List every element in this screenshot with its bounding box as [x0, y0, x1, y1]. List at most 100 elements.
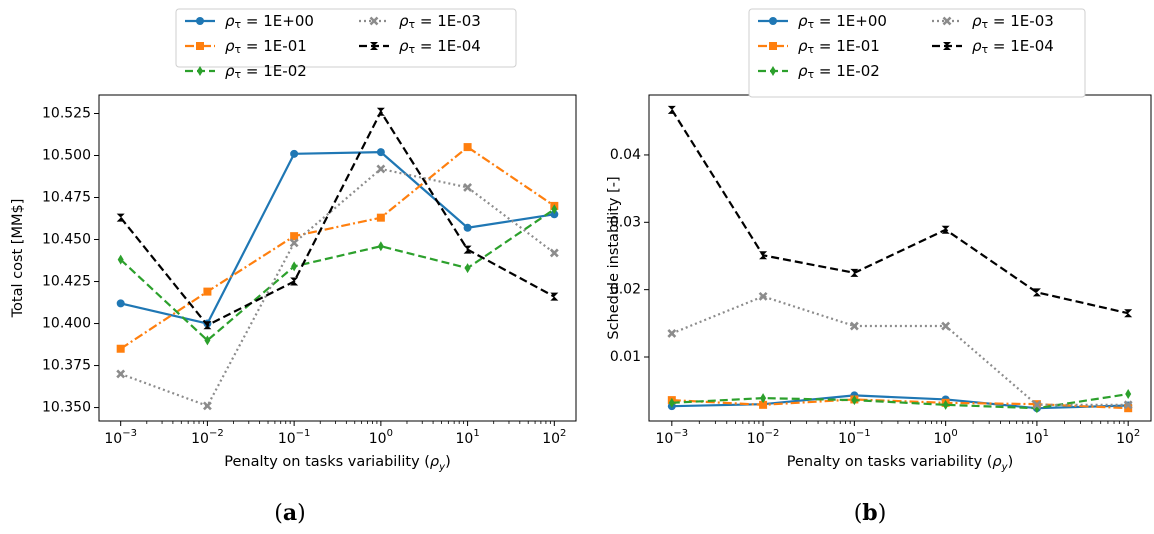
data-point — [758, 291, 768, 301]
y-tick-label: 10.525 — [42, 105, 91, 121]
x-tick-label: 10−2 — [191, 428, 224, 447]
data-point — [463, 183, 473, 192]
y-tick-label: 0.03 — [610, 214, 641, 230]
legend-label: ρτ = 1E-04 — [399, 37, 481, 57]
data-point — [851, 395, 858, 406]
x-tick-label: 10−1 — [838, 428, 871, 447]
series-1e-01 — [116, 143, 559, 353]
data-point — [668, 397, 675, 408]
data-point — [290, 277, 299, 286]
x-tick-label: 10−2 — [747, 428, 780, 447]
x-tick-label: 101 — [455, 428, 479, 447]
data-point — [116, 344, 125, 353]
legend-item: ρτ = 1E+00 — [758, 12, 887, 32]
panel-label: (b) — [854, 500, 887, 526]
series-1e-04 — [116, 107, 559, 330]
chart-panel-b: 0.01 0.02 0.03 0.04 10−3 10−2 10−1 100 101 102 Pen… — [606, 8, 1152, 526]
series-line — [119, 110, 555, 327]
data-point — [117, 254, 124, 265]
data-point — [116, 299, 125, 308]
y-tick-label: 10.500 — [42, 147, 91, 163]
legend-label: ρτ = 1E+00 — [798, 12, 887, 32]
legend-label: ρτ = 1E-03 — [399, 12, 481, 32]
data-point — [376, 148, 385, 157]
data-point — [202, 401, 212, 411]
series-line — [120, 167, 555, 407]
data-point — [377, 241, 384, 252]
y-tick-label: 0.01 — [610, 349, 641, 365]
series-line — [119, 208, 555, 342]
data-point — [850, 268, 859, 277]
data-point — [376, 164, 386, 174]
data-point — [204, 335, 211, 346]
data-point — [376, 213, 385, 222]
series-line — [670, 109, 1129, 315]
data-point — [849, 321, 859, 331]
x-axis-label: Penalty on tasks variability (ρy) — [787, 454, 1013, 473]
series-1e-02 — [668, 389, 1132, 414]
legend: ρτ = 1E+00 ρτ = 1E-01 ρτ = 1E-02 ρτ = 1E-03… — [175, 8, 517, 82]
series-1e-04 — [667, 105, 1133, 318]
data-point — [551, 204, 558, 215]
legend-marker — [943, 42, 951, 50]
legend-item: ρτ = 1E-01 — [185, 37, 307, 57]
plot-frame — [648, 94, 1152, 422]
legend-item: ρτ = 1E-03 — [932, 12, 1054, 32]
x-axis-label: Penalty on tasks variability (ρy) — [224, 454, 450, 473]
series-1e+00 — [116, 148, 559, 328]
legend-marker — [769, 17, 777, 25]
x-tick-label: 10−3 — [656, 428, 689, 447]
legend-item: ρτ = 1E-01 — [758, 37, 880, 56]
y-tick-label: 10.375 — [42, 358, 91, 374]
x-tick-label: 100 — [369, 428, 393, 447]
legend-item: ρτ = 1E-04 — [359, 37, 481, 57]
legend-label: ρτ = 1E+00 — [225, 12, 314, 32]
data-point — [1032, 400, 1042, 410]
x-tick-label: 101 — [1025, 428, 1049, 447]
data-point — [759, 400, 768, 409]
plot-frame — [98, 94, 577, 422]
legend-item: ρτ = 1E-03 — [359, 12, 481, 32]
data-point — [203, 287, 212, 296]
series-line — [120, 145, 555, 350]
x-tick-label: 102 — [542, 428, 566, 447]
legend-box — [175, 8, 517, 68]
legend-label: ρτ = 1E-01 — [225, 37, 307, 57]
series-line — [120, 151, 555, 325]
x-tick-label: 102 — [1116, 428, 1140, 447]
y-tick-label: 10.350 — [42, 400, 91, 416]
data-point — [116, 369, 126, 379]
data-point — [1124, 404, 1133, 413]
panel-label: (a) — [274, 500, 305, 526]
legend-label: ρτ = 1E-02 — [225, 62, 307, 82]
legend-label: ρτ = 1E-04 — [972, 37, 1054, 57]
legend-label: ρτ = 1E-02 — [798, 62, 880, 82]
data-point — [759, 251, 768, 260]
x-tick-label: 10−1 — [278, 428, 311, 447]
data-point — [550, 292, 559, 301]
data-point — [463, 245, 472, 254]
series-1e-02 — [117, 204, 558, 346]
y-axis-label: Total cost [MM$] — [10, 199, 26, 319]
legend: ρτ = 1E+00 ρτ = 1E-01 ρτ = 1E-02 ρτ = 1E-03… — [748, 8, 1086, 98]
data-point — [463, 223, 472, 232]
data-point — [550, 210, 559, 219]
data-point — [376, 107, 385, 116]
data-point — [760, 393, 767, 404]
data-point — [464, 263, 471, 274]
y-tick-label: 0.04 — [610, 147, 641, 163]
y-tick-label: 10.425 — [42, 274, 91, 290]
legend-item: ρτ = 1E+00 — [185, 12, 314, 32]
legend-marker — [197, 66, 203, 76]
data-point — [1032, 288, 1041, 297]
data-point — [1124, 309, 1133, 318]
y-axis-label: Schedule instability [-] — [606, 176, 622, 339]
legend-item: ρτ = 1E-02 — [758, 62, 880, 82]
data-point — [290, 232, 299, 241]
legend-label: ρτ = 1E-03 — [972, 12, 1054, 32]
legend-item: ρτ = 1E-02 — [185, 62, 307, 82]
data-point — [290, 149, 299, 158]
series-line — [671, 392, 1129, 410]
legend-marker — [769, 42, 777, 50]
